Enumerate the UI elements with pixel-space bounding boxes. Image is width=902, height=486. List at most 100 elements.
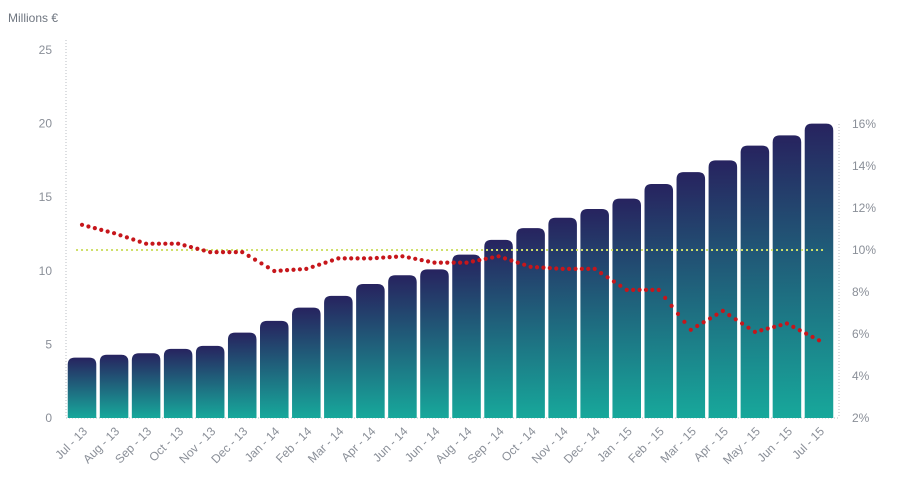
- y-tick-label: 10: [39, 264, 53, 278]
- line-dot: [438, 260, 443, 265]
- line-dot: [502, 256, 508, 261]
- line-dot: [387, 255, 392, 260]
- line-dot: [323, 260, 328, 265]
- line-dot: [176, 241, 181, 246]
- line-dot: [515, 260, 520, 265]
- line-dot: [195, 246, 200, 251]
- y2-tick-label: 10%: [852, 243, 876, 257]
- line-dot: [131, 237, 136, 242]
- bar: [131, 353, 161, 418]
- line-dot: [810, 334, 815, 340]
- line-dot: [797, 328, 802, 333]
- x-tick-label: Mar - 15: [657, 424, 699, 466]
- line-dot: [618, 283, 623, 288]
- line-dot: [400, 254, 405, 259]
- line-dot: [784, 321, 790, 326]
- line-dot: [349, 256, 354, 261]
- y-axis-label: Millions €: [8, 11, 58, 25]
- bar: [99, 354, 129, 418]
- line-dot: [566, 266, 572, 271]
- line-dot: [643, 287, 649, 292]
- line-dot: [425, 259, 431, 264]
- line-dot: [201, 248, 206, 253]
- bar: [195, 345, 225, 418]
- line-dot: [739, 321, 745, 326]
- bar: [644, 183, 674, 418]
- line-dot: [451, 260, 456, 265]
- x-tick-label: Dec - 13: [208, 424, 250, 466]
- line-dot: [522, 262, 527, 267]
- line-dot: [111, 231, 117, 236]
- x-tick-label: Sep - 13: [112, 424, 154, 466]
- line-dot: [579, 266, 584, 271]
- line-dot: [765, 326, 770, 331]
- bar: [612, 198, 641, 418]
- bar: [516, 228, 545, 418]
- line-dot: [246, 253, 251, 258]
- bar: [484, 239, 513, 418]
- line-dot: [317, 262, 322, 267]
- line-dot: [92, 226, 97, 231]
- line-dot: [573, 266, 578, 271]
- line-dot: [778, 323, 783, 328]
- bar: [676, 172, 706, 418]
- y-tick-label: 5: [45, 337, 52, 351]
- x-tick-label: Dec - 14: [561, 424, 603, 466]
- line-dot: [163, 241, 168, 246]
- line-dot: [675, 311, 681, 316]
- line-dot: [586, 266, 591, 271]
- bar: [804, 123, 834, 418]
- line-dot: [208, 250, 213, 255]
- bar: [772, 135, 802, 418]
- line-dot: [611, 279, 617, 284]
- bar: [163, 348, 193, 418]
- line-dot: [233, 250, 238, 255]
- line-dot: [368, 256, 373, 261]
- line-dot: [214, 250, 219, 255]
- bar: [388, 275, 417, 418]
- line-dot: [393, 254, 399, 259]
- line-dot: [554, 266, 559, 271]
- line-dot: [432, 260, 437, 265]
- bar: [356, 284, 385, 418]
- line-dot: [682, 319, 687, 324]
- line-dot: [541, 265, 546, 270]
- line-dot: [714, 312, 719, 317]
- line-dot: [464, 260, 469, 265]
- line-dot: [137, 239, 142, 244]
- bar: [708, 160, 738, 418]
- line-dot: [752, 329, 757, 334]
- line-dot: [355, 256, 360, 261]
- line-dot: [688, 327, 693, 332]
- line-dot: [419, 257, 424, 263]
- line-dot: [624, 287, 629, 292]
- y-tick-label: 25: [39, 43, 53, 57]
- line-dot: [483, 256, 488, 261]
- line-dot: [445, 260, 450, 265]
- line-dot: [381, 255, 386, 260]
- bar: [227, 332, 257, 418]
- bar: [420, 269, 449, 418]
- line-dot: [406, 255, 411, 260]
- line-dot: [156, 241, 162, 246]
- line-dot: [227, 250, 232, 255]
- line-dot: [477, 257, 482, 263]
- line-dot: [663, 295, 668, 300]
- y2-tick-label: 12%: [852, 201, 876, 215]
- y2-tick-label: 6%: [852, 327, 870, 341]
- line-dot: [79, 222, 85, 227]
- line-dot: [490, 255, 495, 260]
- y2-tick-label: 2%: [852, 411, 870, 425]
- line-dot: [265, 265, 270, 270]
- line-dot: [291, 267, 296, 272]
- line-dot: [816, 338, 822, 343]
- y-tick-label: 0: [45, 411, 52, 425]
- line-dot: [297, 267, 303, 272]
- line-dot: [598, 271, 604, 276]
- line-dot: [99, 227, 104, 232]
- line-dot: [695, 323, 700, 329]
- line-dot: [707, 316, 713, 321]
- line-dot: [124, 235, 129, 240]
- line-dot: [727, 313, 732, 318]
